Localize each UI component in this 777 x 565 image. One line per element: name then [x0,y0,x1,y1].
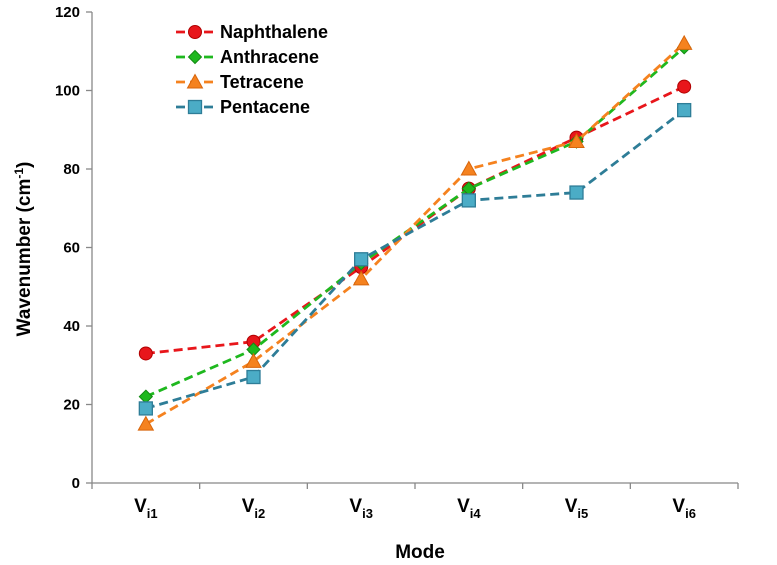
data-point-naphthalene [677,79,692,94]
legend-item-anthracene: Anthracene [176,47,319,67]
legend-marker [186,73,204,89]
x-tick-label-subscript: i5 [577,506,588,521]
series-naphthalene [138,79,692,361]
data-point-pentacene [138,401,153,416]
x-tick-label-base: V [672,496,685,517]
data-point-tetracene [245,352,262,368]
data-point-tetracene [460,160,478,176]
data-point-pentacene [677,102,692,118]
x-tick-label-subscript: i2 [254,506,265,521]
x-tick-label-base: V [349,496,362,517]
data-point-tetracene [352,270,370,286]
data-point-pentacene [461,193,476,208]
x-tick-label-base: V [457,496,470,517]
x-tick-label-subscript: i3 [362,506,373,521]
x-axis-title: Mode [395,542,445,563]
data-point-pentacene [569,185,584,200]
y-tick-label: 0 [72,475,80,492]
x-tick-label: Vi4 [457,496,481,521]
y-tick-label: 20 [63,397,80,414]
y-tick-label: 60 [63,240,80,257]
axes [91,12,738,484]
y-axis-title-text: Wavenumber (cm [14,179,35,337]
legend-item-tetracene: Tetracene [176,72,304,92]
legend-item-naphthalene: Naphthalene [176,22,328,42]
x-tick-label-subscript: i1 [147,506,158,521]
data-point-tetracene [137,415,155,431]
y-axis-title-end: ) [14,162,35,168]
x-tick-label-base: V [134,496,147,517]
y-tick-label: 80 [63,161,80,178]
legend-label: Anthracene [220,47,319,67]
y-tick-label: 40 [63,318,80,335]
legend: Naphthalene Anthracene Tetracene Pentacene [176,22,328,117]
series-line-pentacene [145,109,686,410]
data-point-pentacene [246,369,261,385]
x-tick-label-subscript: i4 [470,506,482,521]
data-point-anthracene [138,389,154,404]
series-group [137,34,693,431]
data-point-tetracene [675,34,693,50]
series-pentacene [138,102,692,416]
legend-marker [187,99,203,115]
x-tick-label: Vi5 [565,496,589,521]
data-point-tetracene [568,132,585,149]
y-tick-label: 100 [55,83,80,100]
series-tetracene [137,34,693,431]
x-tick-label: Vi3 [349,496,373,521]
x-axis-ticks: Vi1 Vi2 Vi3 Vi4 Vi5 Vi6 [91,483,739,521]
legend-item-pentacene: Pentacene [176,97,310,117]
legend-marker [188,25,202,39]
x-tick-label-base: V [565,496,578,517]
x-tick-label: Vi2 [242,496,266,521]
x-tick-label-subscript: i6 [685,506,696,521]
x-tick-label: Vi1 [134,496,158,521]
y-tick-label: 120 [55,4,80,21]
y-axis-title: Wavenumber (cm-1) [12,162,35,337]
series-line-tetracene [145,42,686,426]
data-point-naphthalene [138,346,153,361]
legend-label: Naphthalene [220,22,328,42]
y-axis-title-superscript: -1 [12,168,26,179]
legend-label: Tetracene [220,72,304,92]
y-axis-ticks: 0 20 40 60 80 100 120 [55,4,92,492]
series-line-naphthalene [145,85,685,355]
x-tick-label: Vi6 [672,496,696,521]
legend-marker [187,49,203,65]
x-tick-label-base: V [242,496,255,517]
legend-label: Pentacene [220,97,310,117]
data-point-pentacene [354,252,369,267]
